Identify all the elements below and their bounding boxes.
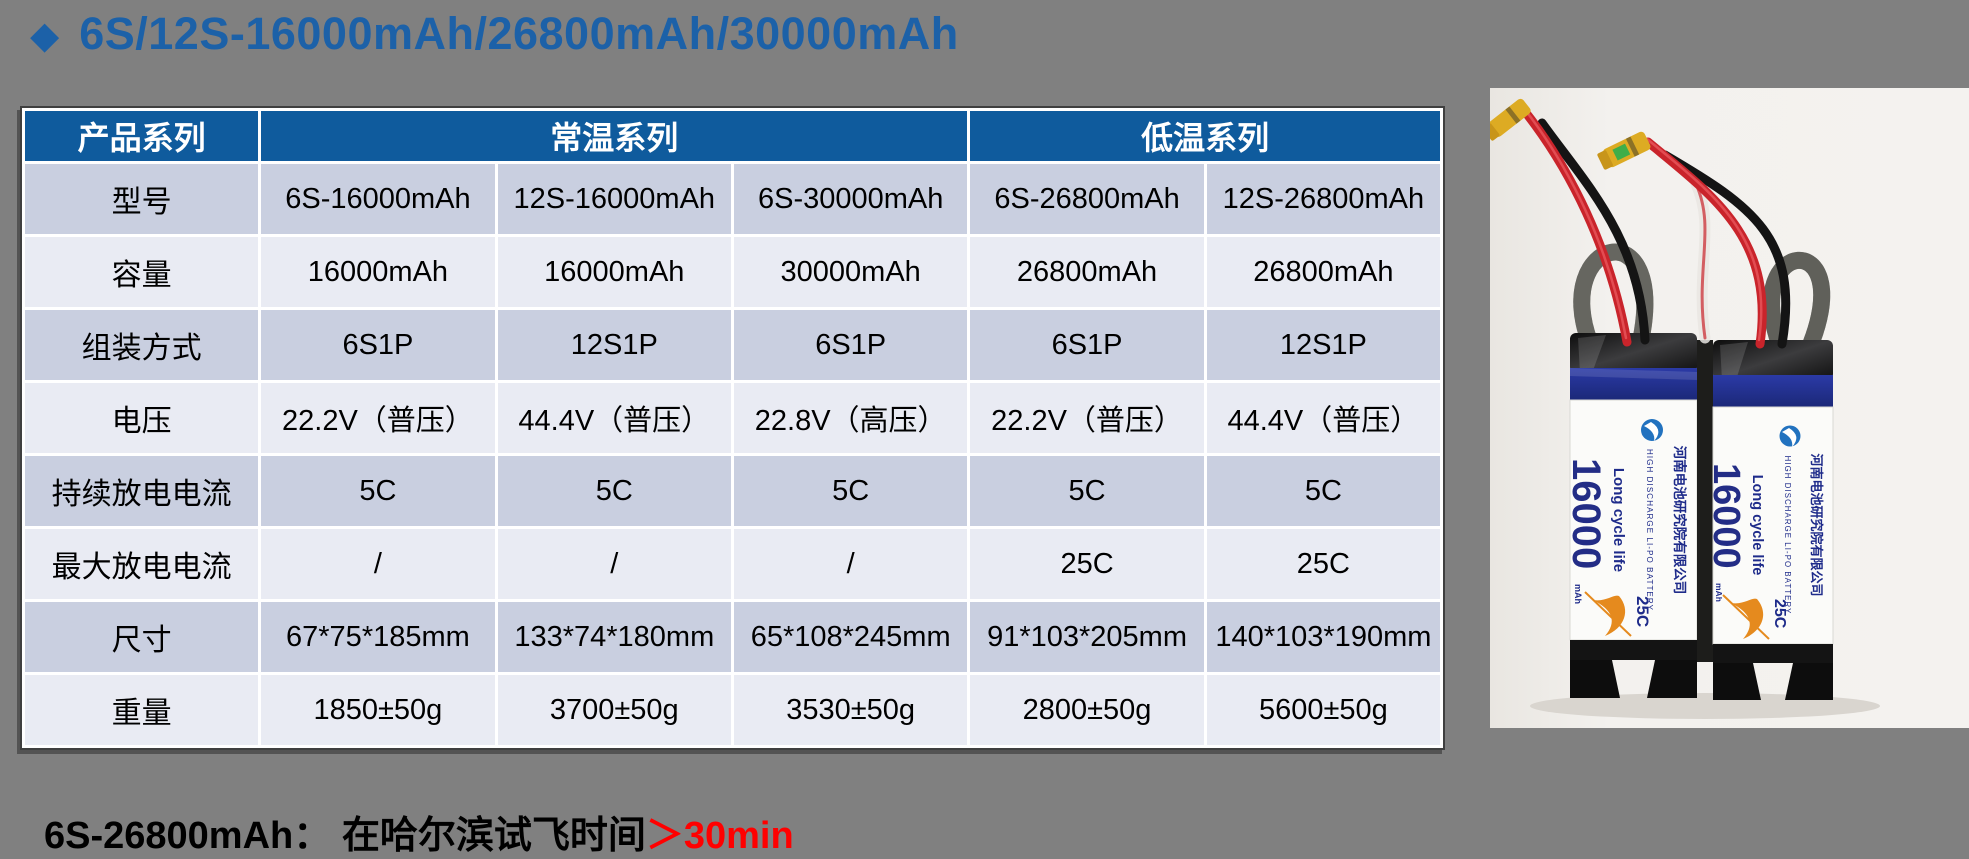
row-label: 电压 [25, 383, 259, 453]
page-title: 6S/12S-16000mAh/26800mAh/30000mAh [79, 8, 959, 59]
battery-type-label: HIGH DISCHARGE LI-PO BATTERY [1645, 449, 1654, 611]
table-cell: 5C [1206, 456, 1440, 526]
table-row: 容量 16000mAh 16000mAh 30000mAh 26800mAh 26800… [25, 237, 1440, 307]
table-cell: 5C [261, 456, 495, 526]
battery-straps [1573, 243, 1830, 355]
table-cell: 5C [970, 456, 1204, 526]
table-cell: 6S-16000mAh [261, 164, 495, 234]
battery-tagline-label: Long cycle life [1749, 475, 1765, 576]
table-row: 持续放电电流 5C 5C 5C 5C 5C [25, 456, 1440, 526]
battery-tagline-label: Long cycle life [1610, 468, 1627, 572]
battery-company-label: 河南电池研究院有限公司 [1809, 453, 1824, 596]
table-cell: 6S-26800mAh [970, 164, 1204, 234]
battery-photo: 河南电池研究院有限公司 HIGH DISCHARGE LI-PO BATTERY… [1490, 88, 1969, 728]
company-logo-icon [1641, 419, 1663, 441]
table-row: 最大放电电流 / //25C 25C [25, 529, 1440, 599]
table-cell: 25C [1206, 529, 1440, 599]
table-cell: 6S1P [970, 310, 1204, 380]
table-row: 重量 1850±50g 3700±50g 3530±50g 2800±50g 5600±… [25, 675, 1440, 745]
row-label: 容量 [25, 237, 259, 307]
table-cell: 16000mAh [261, 237, 495, 307]
table-row: 型号 6S-16000mAh 12S-16000mAh 6S-30000mAh 6S-… [25, 164, 1440, 234]
table-cell: 12S-16000mAh [497, 164, 731, 234]
table-cell: 12S-26800mAh [1206, 164, 1440, 234]
caption-model: 6S-26800mAh： [44, 815, 332, 857]
battery-right [1712, 340, 1834, 700]
page-title-row: ◆ 6S/12S-16000mAh/26800mAh/30000mAh [30, 8, 959, 60]
table-header-row: 产品系列 常温系列 低温系列 [25, 111, 1440, 161]
table-cell: 30000mAh [733, 237, 968, 307]
row-label: 持续放电电流 [25, 456, 259, 526]
caption-text: 在哈尔滨试飞时间 [341, 815, 646, 857]
table-row: 尺寸 67*75*185mm 133*74*180mm 65*108*245mm 91… [25, 602, 1440, 672]
table-cell: 5600±50g [1206, 675, 1440, 745]
row-label: 组装方式 [25, 310, 259, 380]
table-cell: 140*103*190mm [1206, 602, 1440, 672]
spec-table-body: 型号 6S-16000mAh 12S-16000mAh 6S-30000mAh 6S-… [25, 164, 1440, 745]
xt90-connector-icon [1490, 98, 1531, 141]
battery-company-label: 河南电池研究院有限公司 [1672, 446, 1688, 595]
battery-label-left: 河南电池研究院有限公司 HIGH DISCHARGE LI-PO BATTERY… [1564, 419, 1688, 637]
battery-c-rating-label: 25C [1633, 596, 1652, 627]
row-label: 型号 [25, 164, 259, 234]
row-label: 重量 [25, 675, 259, 745]
battery-capacity-unit-label: mAh [1714, 583, 1724, 602]
table-cell: 3700±50g [497, 675, 731, 745]
battery-capacity-unit-label: mAh [1573, 584, 1583, 604]
row-label: 尺寸 [25, 602, 259, 672]
table-cell: 6S1P [261, 310, 495, 380]
table-cell: 22.8V（高压） [733, 383, 968, 453]
table-cell: / [497, 529, 731, 599]
table-cell: 26800mAh [970, 237, 1204, 307]
table-cell: 44.4V（普压） [497, 383, 731, 453]
battery-wires [1518, 104, 1791, 349]
battery-left [1569, 333, 1698, 698]
table-cell: 5C [497, 456, 731, 526]
table-cell: 6S1P [733, 310, 968, 380]
table-cell: 16000mAh [497, 237, 731, 307]
table-row: 组装方式 6S1P 12S1P 6S1P 6S1P 12S1P [25, 310, 1440, 380]
table-cell: / [261, 529, 495, 599]
battery-label-right: 河南电池研究院有限公司 HIGH DISCHARGE LI-PO BATTERY… [1705, 425, 1824, 640]
table-cell: 12S1P [497, 310, 731, 380]
table-cell: 22.2V（普压） [970, 383, 1204, 453]
battery-type-label: HIGH DISCHARGE LI-PO BATTERY [1783, 456, 1792, 615]
table-cell: / [733, 529, 968, 599]
table-cell: 133*74*180mm [497, 602, 731, 672]
battery-capacity-label: 16000 [1705, 463, 1747, 569]
table-cell: 26800mAh [1206, 237, 1440, 307]
flight-time-caption: 6S-26800mAh： 在哈尔滨试飞时间＞30min [44, 804, 794, 859]
spec-table: 产品系列 常温系列 低温系列 型号 6S-16000mAh 12S-16000mA… [22, 108, 1443, 748]
row-label: 最大放电电流 [25, 529, 259, 599]
table-cell: 12S1P [1206, 310, 1440, 380]
battery-gap [1697, 340, 1713, 662]
table-cell: 65*108*245mm [733, 602, 968, 672]
battery-capacity-label: 16000 [1564, 458, 1608, 569]
table-cell: 3530±50g [733, 675, 968, 745]
table-row: 电压 22.2V（普压） 44.4V（普压） 22.8V（高压） 22.2V（普压） 4… [25, 383, 1440, 453]
table-cell: 91*103*205mm [970, 602, 1204, 672]
table-cell: 44.4V（普压） [1206, 383, 1440, 453]
table-cell: 5C [733, 456, 968, 526]
header-normal-temp-series: 常温系列 [261, 111, 968, 161]
table-cell: 67*75*185mm [261, 602, 495, 672]
table-cell: 22.2V（普压） [261, 383, 495, 453]
diamond-bullet-icon: ◆ [30, 15, 60, 57]
swallow-logo-icon [1722, 594, 1770, 640]
company-logo-icon [1779, 425, 1801, 447]
xt90-connector-icon [1597, 131, 1651, 170]
table-cell: 25C [970, 529, 1204, 599]
table-cell: 2800±50g [970, 675, 1204, 745]
battery-c-rating-label: 25C [1771, 599, 1788, 629]
header-low-temp-series: 低温系列 [970, 111, 1440, 161]
table-cell: 1850±50g [261, 675, 495, 745]
spec-table-wrap: 产品系列 常温系列 低温系列 型号 6S-16000mAh 12S-16000mA… [20, 106, 1445, 750]
swallow-logo-icon [1584, 591, 1632, 637]
table-cell: 6S-30000mAh [733, 164, 968, 234]
caption-highlight: ＞30min [645, 815, 794, 857]
header-product-series: 产品系列 [25, 111, 259, 161]
